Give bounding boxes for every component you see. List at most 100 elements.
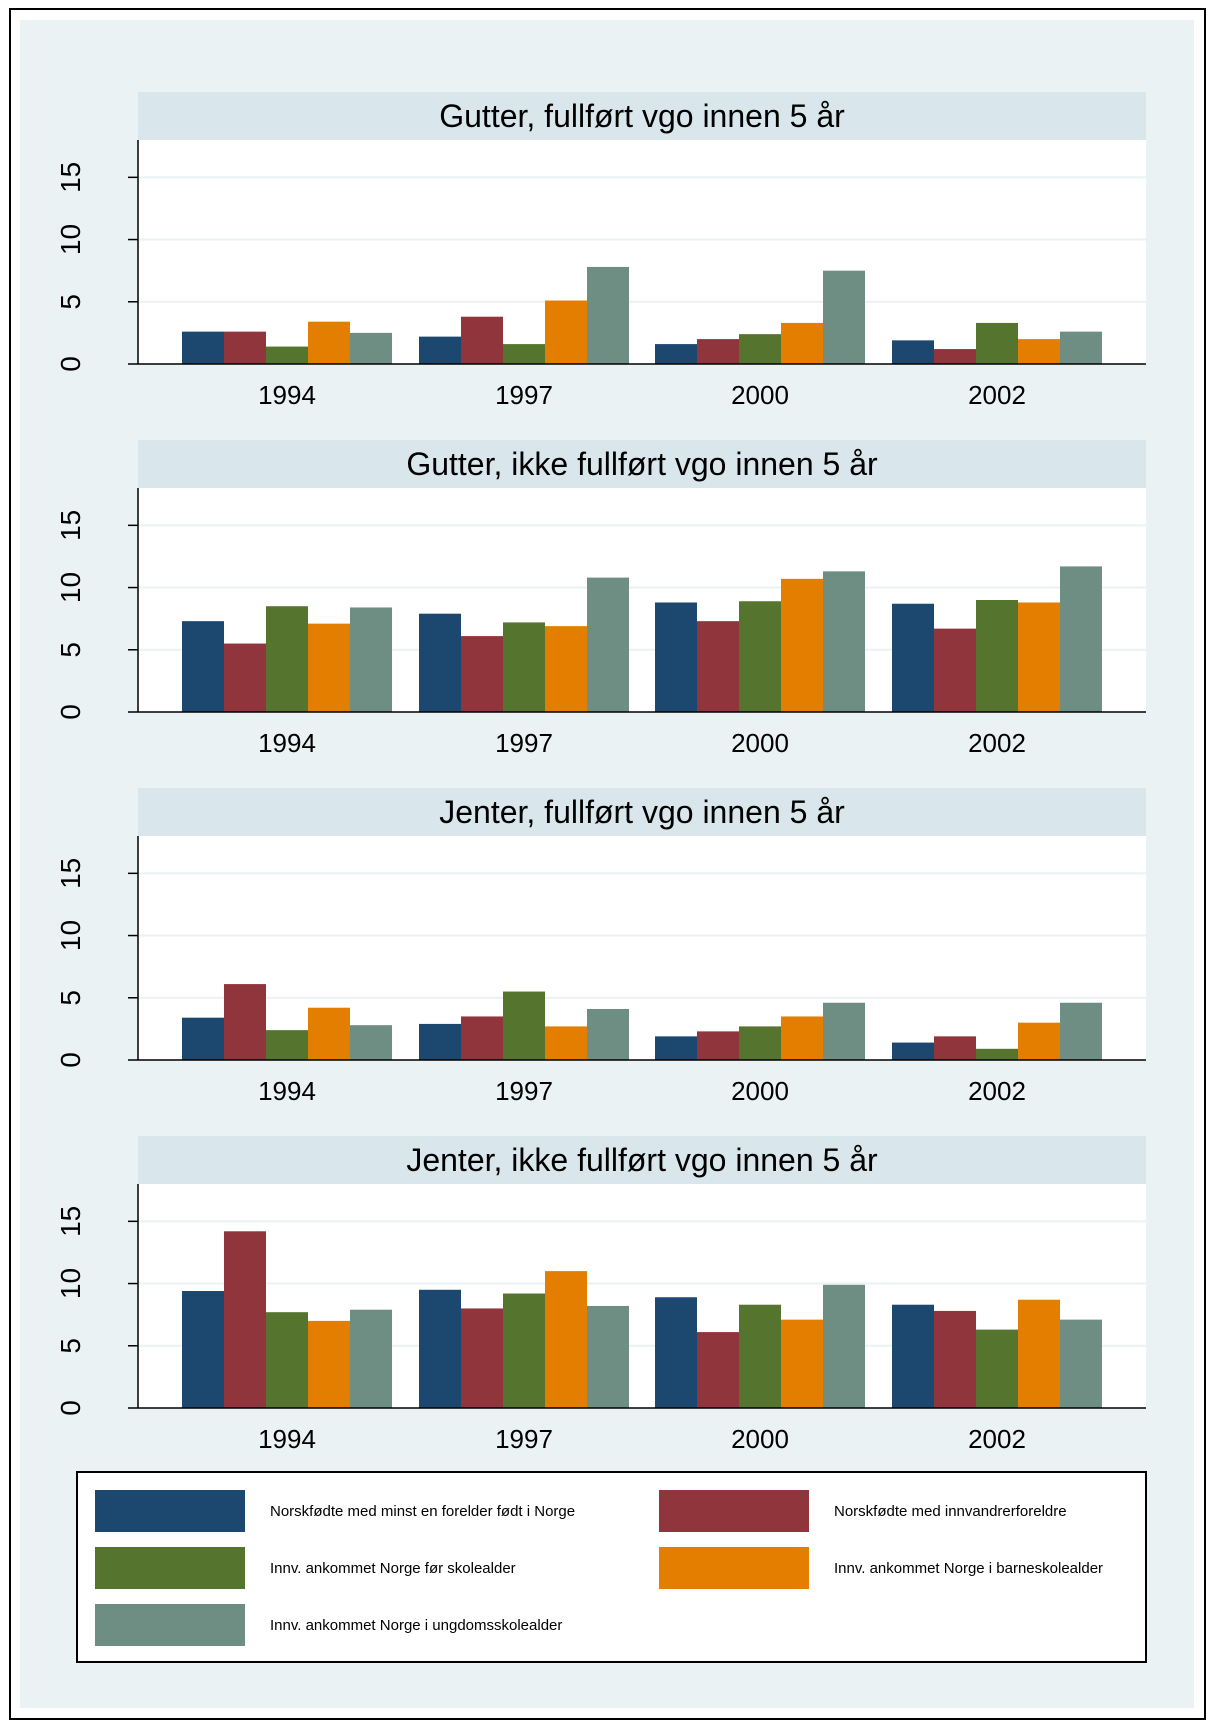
- bar: [781, 1319, 823, 1408]
- bar: [655, 1297, 697, 1408]
- x-tick-label: 2002: [968, 380, 1026, 410]
- y-tick-label: 15: [55, 1206, 86, 1237]
- legend-swatch: [95, 1604, 245, 1646]
- bar: [224, 643, 266, 712]
- bar: [892, 1304, 934, 1408]
- panel-title-band: [138, 440, 1146, 488]
- legend-label: Innv. ankommet Norge før skolealder: [270, 1560, 516, 1577]
- bar: [545, 1271, 587, 1408]
- chart-panel-1: Gutter, fullført vgo innen 5 år 1994 1997 2…: [55, 92, 1146, 410]
- x-tick-label: 2000: [731, 380, 789, 410]
- x-tick-label: 1994: [258, 380, 316, 410]
- y-tick-label: 5: [55, 990, 86, 1006]
- legend-label: Innv. ankommet Norge i ungdomsskolealder: [270, 1617, 562, 1634]
- x-tick-label: 1994: [258, 728, 316, 758]
- bar: [182, 331, 224, 364]
- bar: [1018, 602, 1060, 712]
- y-tick-label: 10: [55, 1268, 86, 1299]
- bar: [823, 1284, 865, 1408]
- bar: [461, 636, 503, 712]
- x-tick-label: 2000: [731, 728, 789, 758]
- bar: [739, 1026, 781, 1060]
- panel-title-band: [138, 788, 1146, 836]
- bar: [266, 1312, 308, 1408]
- x-tick-label: 2002: [968, 1424, 1026, 1454]
- bar: [419, 1023, 461, 1060]
- bar: [697, 621, 739, 712]
- bar: [350, 1309, 392, 1408]
- bar: [224, 1231, 266, 1408]
- bar: [1060, 1319, 1102, 1408]
- bar: [461, 1016, 503, 1060]
- bar: [655, 1036, 697, 1060]
- y-tick-label: 10: [55, 224, 86, 255]
- plot-area: [138, 836, 1146, 1060]
- bar: [182, 621, 224, 712]
- bar: [934, 349, 976, 364]
- bar: [934, 1310, 976, 1408]
- x-tick-label: 1997: [495, 380, 553, 410]
- bar: [587, 577, 629, 712]
- panel-title: Jenter, fullført vgo innen 5 år: [439, 794, 845, 830]
- panel-title-band: [138, 1136, 1146, 1184]
- y-tick-label: 15: [55, 858, 86, 889]
- panel-title: Jenter, ikke fullført vgo innen 5 år: [406, 1142, 878, 1178]
- bar: [1060, 1002, 1102, 1060]
- y-tick-label: 5: [55, 294, 86, 310]
- y-tick-label: 0: [55, 1052, 86, 1068]
- bar: [308, 1320, 350, 1408]
- bar: [266, 606, 308, 712]
- y-tick-label: 15: [55, 162, 86, 193]
- bar: [934, 628, 976, 712]
- y-tick-label: 0: [55, 704, 86, 720]
- x-tick-label: 1994: [258, 1424, 316, 1454]
- bar: [655, 344, 697, 364]
- legend-box: [76, 1471, 1147, 1663]
- bar: [182, 1017, 224, 1060]
- bar: [655, 602, 697, 712]
- legend-label: Norskfødte med innvandrerforeldre: [834, 1503, 1067, 1520]
- y-tick-label: 10: [55, 920, 86, 951]
- bar: [350, 607, 392, 712]
- bar: [587, 1008, 629, 1060]
- bar: [503, 991, 545, 1060]
- bar: [697, 1332, 739, 1408]
- bar: [350, 1025, 392, 1060]
- x-tick-label: 2002: [968, 1076, 1026, 1106]
- bar: [1018, 1299, 1060, 1408]
- bar: [266, 1030, 308, 1060]
- bar: [934, 1036, 976, 1060]
- y-tick-label: 0: [55, 356, 86, 372]
- bar: [823, 270, 865, 364]
- x-tick-label: 2000: [731, 1076, 789, 1106]
- chart-panel-3: Jenter, fullført vgo innen 5 år 1994 1997 2…: [55, 788, 1146, 1106]
- bar: [976, 1329, 1018, 1408]
- legend-label: Innv. ankommet Norge i barneskolealder: [834, 1560, 1103, 1577]
- panel-title: Gutter, ikke fullført vgo innen 5 år: [406, 446, 878, 482]
- bar: [545, 300, 587, 364]
- bar: [503, 344, 545, 364]
- bar: [1060, 331, 1102, 364]
- bar: [739, 1304, 781, 1408]
- bar: [892, 1042, 934, 1060]
- x-tick-label: 1994: [258, 1076, 316, 1106]
- bar: [697, 1031, 739, 1060]
- bar: [224, 331, 266, 364]
- legend-swatch: [659, 1490, 809, 1532]
- bar: [182, 1291, 224, 1408]
- x-tick-label: 2002: [968, 728, 1026, 758]
- legend-swatch: [95, 1490, 245, 1532]
- y-tick-label: 5: [55, 1338, 86, 1354]
- chart-panel-2: Gutter, ikke fullført vgo innen 5 år 1994…: [55, 440, 1146, 758]
- bar: [781, 1016, 823, 1060]
- bar: [266, 346, 308, 364]
- legend: Norskfødte med minst en forelder født i …: [76, 1471, 1147, 1663]
- y-tick-label: 15: [55, 510, 86, 541]
- y-tick-label: 5: [55, 642, 86, 658]
- bar: [503, 1293, 545, 1408]
- legend-swatch: [659, 1547, 809, 1589]
- bar: [419, 336, 461, 364]
- legend-swatch: [95, 1547, 245, 1589]
- x-tick-label: 1997: [495, 1076, 553, 1106]
